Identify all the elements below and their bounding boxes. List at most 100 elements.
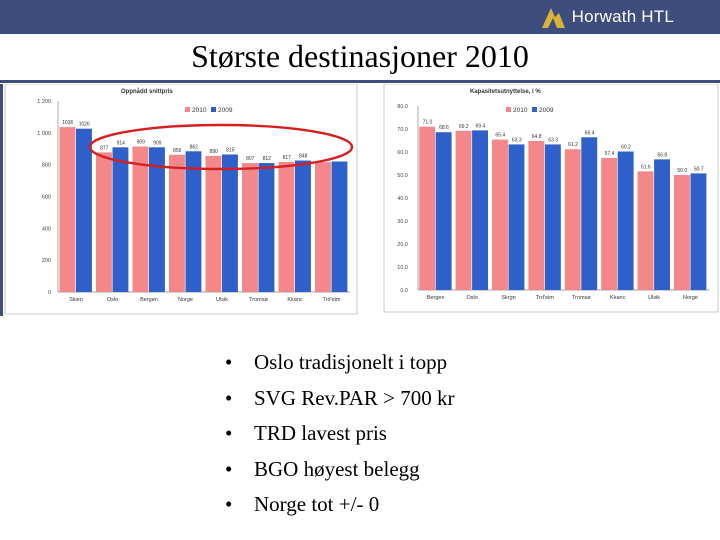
slide-title: Største destinasjoner 2010 [191, 38, 529, 74]
data-label: 60.2 [621, 145, 631, 151]
bar-2009-Ulsik [654, 159, 670, 290]
bullet-list: • Oslo tradisjonelt i topp • SVG Rev.PAR >… [225, 345, 454, 523]
x-tick-label: Skrgn [501, 295, 515, 301]
bar-2009-Norge [690, 173, 707, 290]
data-label: 61.2 [568, 142, 578, 148]
data-label: 848 [299, 154, 308, 160]
data-label: 50.0 [677, 168, 687, 174]
data-label: 64.8 [532, 134, 542, 140]
chart-title: Oppnådd snittpris [121, 88, 173, 95]
chart-average-price: Oppnådd snittpris 2010 2009 0 200 400 600 800 1 … [0, 84, 359, 316]
x-tick-label: Oslo [466, 295, 477, 301]
legend-swatch [185, 107, 190, 112]
data-label: 69.4 [475, 123, 485, 129]
data-label: 909 [137, 140, 146, 146]
chart-occupancy-svg: Kapasitetsutnyttelse, i % 2010 2009 0.0 10.0… [383, 84, 719, 313]
data-label: 815 [226, 147, 235, 153]
bullet-dot-icon: • [225, 492, 233, 516]
y-tick-label: 1 000 [37, 131, 51, 137]
bar-2010-Trd'eim [528, 140, 545, 290]
x-tick-label: Oslo [107, 297, 118, 303]
x-tick-label: Ulsik [216, 297, 228, 303]
data-label: 1026 [79, 122, 90, 128]
legend-label: 2010 [513, 107, 528, 114]
bar-2009-Bergen [149, 147, 165, 292]
bullet-item: • BGO høyest belegg [225, 452, 454, 488]
y-tick-label: 0.0 [400, 288, 408, 294]
y-tick-label: 60.0 [397, 150, 408, 156]
bullet-item: • TRD lavest pris [225, 416, 454, 452]
data-label: 66.4 [585, 130, 595, 136]
x-tick-label: Bergen [140, 297, 158, 303]
bar-2010-Tromsø [564, 149, 581, 290]
legend-label: 2009 [539, 107, 554, 114]
bar-2009-Trd'eim [331, 161, 348, 292]
bar-2010-Trd'eim [315, 162, 331, 292]
data-label: 50.7 [694, 166, 704, 172]
chart-occupancy: Kapasitetsutnyttelse, i % 2010 2009 0.0 10.0… [360, 84, 720, 316]
bar-2010-Oslo [96, 152, 112, 292]
bar-2010-Kkanc [278, 161, 295, 292]
bar-2010-Tromsø [242, 163, 258, 292]
data-label: 63.3 [548, 137, 558, 143]
bar-2010-Ulsik [205, 155, 222, 292]
y-tick-label: 30.0 [397, 219, 408, 225]
y-tick-label: 40.0 [397, 196, 408, 202]
bar-2010-Kkanc [601, 157, 618, 290]
y-tick-label: 600 [42, 195, 51, 201]
x-tick-label: Kkanc [610, 295, 626, 301]
y-tick-label: 1 200 [37, 99, 51, 105]
data-label: 63.3 [512, 137, 522, 143]
company-logo: Horwath HTL [540, 4, 674, 30]
bar-2010-Bergen [132, 146, 149, 292]
bullet-dot-icon: • [225, 350, 233, 374]
logo-text: Horwath HTL [571, 7, 674, 26]
x-tick-label: Tromsø [572, 295, 591, 301]
data-label: 909 [153, 140, 162, 146]
bullet-dot-icon: • [225, 456, 233, 481]
bar-2010-Norge [169, 154, 185, 292]
bullet-item: • Norge tot +/- 0 [225, 487, 454, 523]
bar-2009-Tromsø [581, 137, 598, 290]
bar-2010-Skien [59, 127, 76, 292]
highlight-ellipse [88, 123, 354, 171]
legend-swatch [506, 107, 511, 112]
data-label: 68.6 [439, 125, 449, 131]
bar-2009-Trd'eim [544, 144, 561, 290]
bullet-item: • Oslo tradisjonelt i topp [225, 345, 454, 381]
bar-2010-Ulsik [637, 171, 654, 290]
chart-title: Kapasitetsutnyttelse, i % [470, 89, 541, 95]
chart-average-price-svg: Oppnådd snittpris 2010 2009 0 200 400 600 800 1 … [4, 84, 358, 315]
title-divider [0, 80, 720, 83]
data-label: 812 [263, 156, 272, 162]
bar-2009-Kkanc [617, 151, 634, 290]
bar-2009-Skrgn [508, 144, 525, 290]
bar-2009-Oslo [472, 130, 488, 290]
data-label: 914 [117, 140, 126, 146]
bar-2010-Bergen [419, 126, 436, 290]
bar-2009-Kkanc [295, 160, 311, 292]
data-label: 856 [173, 148, 182, 154]
legend-label: 2010 [192, 107, 207, 114]
x-tick-label: Skien [69, 297, 83, 303]
y-tick-label: 20.0 [397, 242, 408, 248]
y-tick-label: 0 [48, 290, 51, 296]
y-tick-label: 800 [42, 163, 51, 169]
x-tick-label: Tromsø [249, 297, 268, 303]
bar-2010-Oslo [455, 130, 472, 290]
legend-label: 2009 [218, 107, 233, 114]
bullet-dot-icon: • [225, 421, 233, 445]
data-label: 807 [246, 156, 255, 162]
data-label: 1036 [62, 120, 73, 126]
legend-swatch [211, 107, 216, 112]
bullet-dot-icon: • [225, 385, 233, 410]
y-tick-label: 200 [42, 258, 51, 264]
x-tick-label: Trd'eim [323, 297, 341, 303]
legend-swatch [532, 107, 537, 112]
y-tick-label: 50.0 [397, 173, 408, 179]
data-label: 817 [283, 155, 292, 161]
x-tick-label: Kkanc [287, 297, 303, 303]
bar-2010-Norge [674, 175, 690, 290]
bar-2009-Oslo [112, 147, 129, 292]
data-label: 890 [210, 149, 219, 155]
